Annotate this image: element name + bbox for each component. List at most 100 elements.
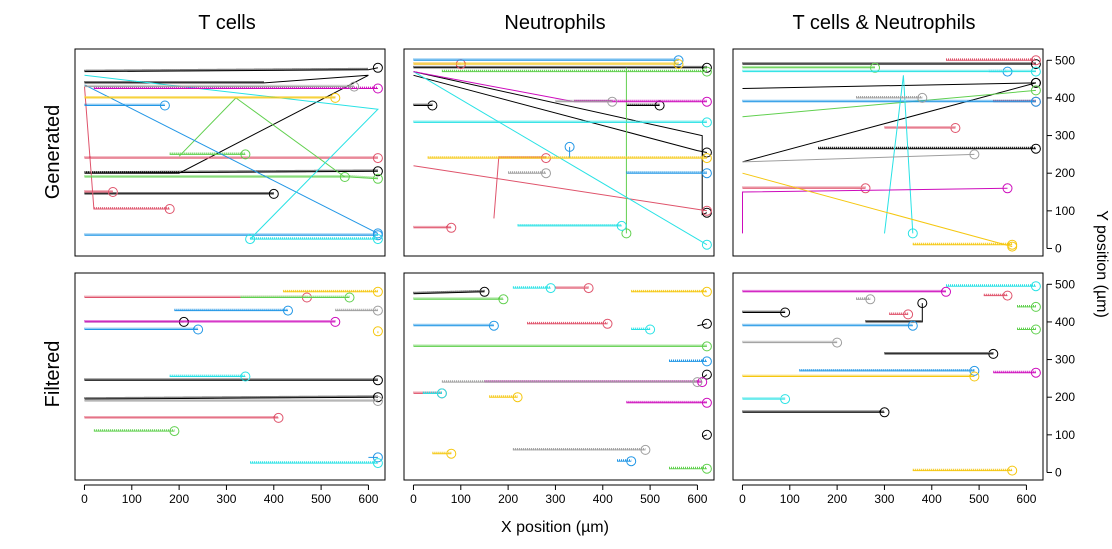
trajectory-track: [742, 66, 1041, 77]
trajectory-track: [742, 149, 980, 163]
trajectory-track: [84, 396, 383, 406]
x-axis-t-cells-and-neutrophils: 0 100 200 300 400 500 600: [739, 484, 1037, 506]
x-tick-label: 400: [593, 492, 613, 506]
track-end-marker: [860, 183, 871, 194]
x-tick-label: 500: [969, 492, 989, 506]
trajectory-track: [856, 294, 876, 305]
track-end-marker: [1030, 281, 1041, 292]
track-end-marker: [372, 166, 383, 177]
x-tick-label: 600: [687, 492, 707, 506]
x-tick-label: 600: [1016, 492, 1036, 506]
track-end-marker: [780, 307, 791, 318]
trajectory-track: [413, 117, 712, 128]
panel-generated-t-cells: [74, 48, 386, 257]
panel-filtered-neutrophils: [403, 272, 715, 481]
trajectory-track: [84, 86, 175, 214]
trajectory-track: [697, 318, 712, 329]
y-tick-label: 500: [1055, 277, 1075, 291]
track-end-marker: [164, 204, 175, 214]
column-title-neutrophils: Neutrophils: [504, 12, 605, 34]
x-tick-label: 100: [451, 492, 471, 506]
track-end-marker: [372, 83, 383, 94]
track-end-marker: [1002, 290, 1013, 301]
track-end-marker: [512, 392, 523, 403]
track-end-marker: [372, 173, 383, 184]
track-path: [742, 89, 1036, 118]
trajectory-track: [626, 168, 712, 179]
track-path: [742, 153, 975, 163]
trajectory-track: [742, 62, 880, 73]
track-end-marker: [917, 298, 928, 309]
trajectory-track: [742, 407, 890, 418]
trajectory-track: [413, 100, 438, 111]
trajectory-track: [84, 62, 383, 73]
track-end-marker: [701, 117, 712, 128]
y-axes: 0 100 200 300 400 500 0 100 200 300 400 500: [1046, 53, 1075, 479]
track-end-marker: [607, 96, 618, 107]
track-end-marker: [701, 429, 712, 440]
trajectory-track: [335, 305, 383, 316]
trajectory-track: [508, 168, 551, 179]
track-end-marker: [701, 147, 712, 158]
trajectory-track: [742, 337, 843, 348]
track-end-marker: [427, 100, 438, 111]
trajectory-track: [84, 375, 383, 386]
track-end-marker: [701, 239, 712, 250]
track-end-marker: [701, 369, 712, 380]
track-end-marker: [701, 318, 712, 329]
track-end-marker: [1030, 85, 1041, 96]
x-tick-label: 200: [498, 492, 518, 506]
trajectory-track: [742, 307, 791, 318]
trajectory-track: [368, 452, 383, 463]
track-end-marker: [372, 153, 383, 164]
y-tick-label: 400: [1055, 315, 1075, 329]
trajectory-track: [413, 222, 457, 233]
track-end-marker: [640, 444, 651, 455]
trajectory-track: [441, 377, 703, 388]
track-end-marker: [1030, 96, 1041, 107]
track-end-marker: [372, 305, 383, 316]
track-end-marker: [988, 348, 999, 359]
track-end-marker: [1007, 465, 1018, 476]
track-path: [884, 75, 914, 234]
x-tick-label: 300: [874, 492, 894, 506]
track-end-marker: [339, 172, 350, 182]
x-tick-label: 500: [640, 492, 660, 506]
track-end-marker: [645, 324, 656, 335]
track-end-marker: [541, 168, 551, 179]
track-end-marker: [701, 96, 712, 107]
panel-filtered-t-cells-and-neutrophils: [732, 272, 1044, 481]
x-tick-label: 0: [739, 492, 746, 506]
trajectory-track: [283, 286, 383, 297]
track-end-marker: [583, 283, 594, 294]
x-tick-label: 0: [81, 492, 88, 506]
track-end-marker: [1030, 367, 1041, 378]
trajectory-track: [946, 281, 1041, 292]
track-end-marker: [654, 100, 665, 111]
track-end-marker: [1030, 77, 1041, 88]
track-end-marker: [372, 62, 383, 73]
track-end-marker: [701, 341, 712, 352]
track-end-marker: [879, 407, 890, 418]
trajectory-track: [856, 92, 928, 103]
panel-filtered-neutrophils-frame: [403, 272, 715, 481]
x-tick-label: 300: [545, 492, 565, 506]
trajectory-track: [84, 316, 341, 327]
track-end-marker: [283, 305, 293, 316]
track-end-marker: [330, 316, 341, 327]
trajectory-track: [912, 239, 1018, 250]
track-path: [413, 71, 708, 216]
track-end-marker: [673, 59, 684, 70]
track-path: [742, 187, 1008, 234]
trajectory-track: [669, 356, 712, 367]
track-end-marker: [1030, 55, 1041, 66]
trajectory-track: [555, 96, 618, 107]
track-dense-segment: [84, 67, 369, 72]
trajectory-track: [631, 286, 712, 297]
x-tick-label: 400: [264, 492, 284, 506]
trajectory-track: [993, 367, 1041, 378]
row-labels: Generated Filtered: [42, 105, 64, 408]
column-title-t-cells: T cells: [198, 12, 255, 34]
track-end-marker: [372, 286, 383, 297]
